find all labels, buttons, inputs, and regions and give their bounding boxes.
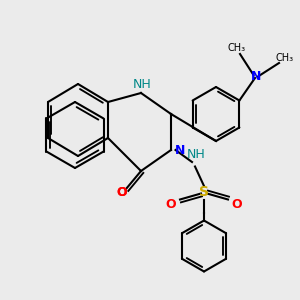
Text: N: N bbox=[175, 143, 185, 157]
Text: CH₃: CH₃ bbox=[228, 43, 246, 53]
Text: O: O bbox=[116, 185, 127, 199]
Text: NH: NH bbox=[133, 77, 152, 91]
Text: O: O bbox=[166, 197, 176, 211]
Text: NH: NH bbox=[187, 148, 206, 161]
Text: CH₃: CH₃ bbox=[276, 53, 294, 64]
Text: S: S bbox=[199, 185, 209, 199]
Text: O: O bbox=[232, 197, 242, 211]
Text: N: N bbox=[251, 70, 262, 83]
Text: O: O bbox=[116, 185, 127, 199]
